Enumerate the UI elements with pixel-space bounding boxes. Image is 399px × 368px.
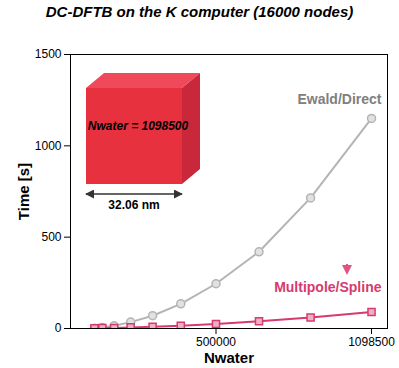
html-text:DC-DFTB on the K computer (160: DC-DFTB on the K computer (16000 nodes) <box>45 3 354 20</box>
svg-text:500000: 500000 <box>196 335 236 349</box>
svg-text:1500: 1500 <box>35 47 62 61</box>
svg-text:Nwater: Nwater <box>204 349 254 366</box>
svg-text:Nwater = 1098500: Nwater = 1098500 <box>88 119 189 133</box>
svg-text:Ewald/Direct: Ewald/Direct <box>297 91 381 107</box>
svg-text:1098500: 1098500 <box>348 335 395 349</box>
svg-text:500: 500 <box>41 230 61 244</box>
svg-text:0: 0 <box>55 321 62 335</box>
svg-text:1000: 1000 <box>35 139 62 153</box>
svg-text:Time [s]: Time [s] <box>15 163 32 220</box>
svg-text:32.06 nm: 32.06 nm <box>108 198 159 212</box>
svg-text:Multipole/Spline: Multipole/Spline <box>274 279 382 295</box>
